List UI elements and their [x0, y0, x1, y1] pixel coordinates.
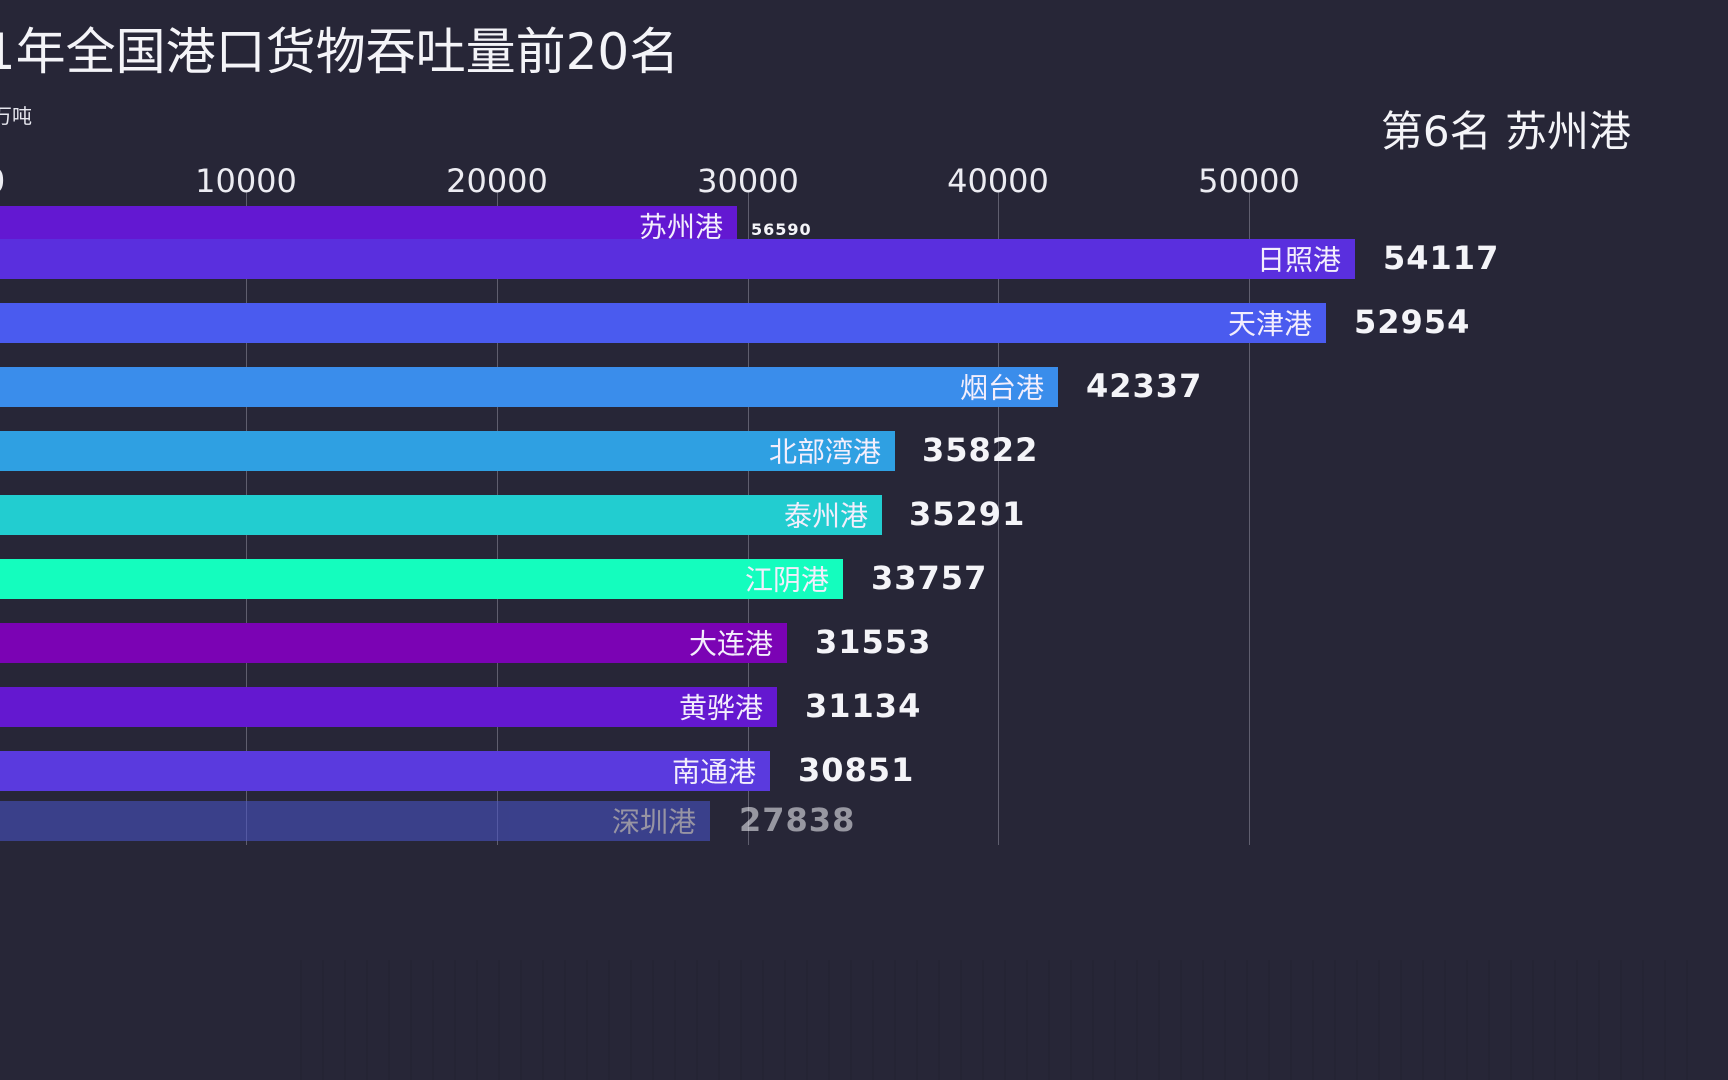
- bar-value: 35291: [909, 495, 1026, 533]
- gridline-50000: [1249, 192, 1250, 845]
- bar-jiangyin: 江阴港: [0, 559, 843, 599]
- x-tick-20000: 20000: [446, 162, 548, 200]
- bar-value: 33757: [871, 559, 988, 597]
- bar-value: 30851: [798, 751, 915, 789]
- bar-value: 54117: [1383, 239, 1500, 277]
- unit-label: 万吨: [0, 104, 32, 128]
- bar-tianjin: 天津港: [0, 303, 1326, 343]
- bar-label: 南通港: [671, 755, 756, 789]
- x-tick-40000: 40000: [947, 162, 1049, 200]
- bar-value: 27838: [739, 801, 856, 839]
- bar-value: 56590: [751, 220, 812, 239]
- bar-huanghua: 黄骅港: [0, 687, 777, 727]
- bar-beibuwan: 北部湾港: [0, 431, 895, 471]
- bar-label: 日照港: [1256, 243, 1341, 277]
- bar-label: 烟台港: [959, 371, 1044, 405]
- bar-yantai: 烟台港: [0, 367, 1058, 407]
- bar-value: 31553: [815, 623, 932, 661]
- x-tick-50000: 50000: [1198, 162, 1300, 200]
- bar-value: 52954: [1354, 303, 1471, 341]
- gridline-40000: [998, 192, 999, 845]
- bar-dalian: 大连港: [0, 623, 787, 663]
- x-tick-10000: 10000: [195, 162, 297, 200]
- bar-label: 北部湾港: [768, 435, 881, 469]
- bar-nantong: 南通港: [0, 751, 770, 791]
- bar-label: 天津港: [1227, 307, 1312, 341]
- x-tick-0: 0: [0, 162, 5, 200]
- x-tick-30000: 30000: [697, 162, 799, 200]
- bar-value: 42337: [1086, 367, 1203, 405]
- bar-label: 苏州港: [638, 210, 723, 244]
- bar-value: 31134: [805, 687, 922, 725]
- bar-label: 深圳港: [611, 805, 696, 839]
- chart-title: 21年全国港口货物吞吐量前20名: [0, 23, 680, 81]
- current-rank-label: 第6名 苏州港: [1380, 107, 1631, 156]
- bar-label: 泰州港: [783, 499, 868, 533]
- bar-taizhou: 泰州港: [0, 495, 882, 535]
- bar-value: 35822: [922, 431, 1039, 469]
- bar-label: 江阴港: [744, 563, 829, 597]
- video-artifact-overlay: [300, 960, 1700, 1080]
- bar-label: 大连港: [688, 627, 773, 661]
- bar-shenzhen: 深圳港: [0, 801, 710, 841]
- bar-label: 黄骅港: [678, 691, 763, 725]
- bar-rizhao: 日照港: [0, 239, 1355, 279]
